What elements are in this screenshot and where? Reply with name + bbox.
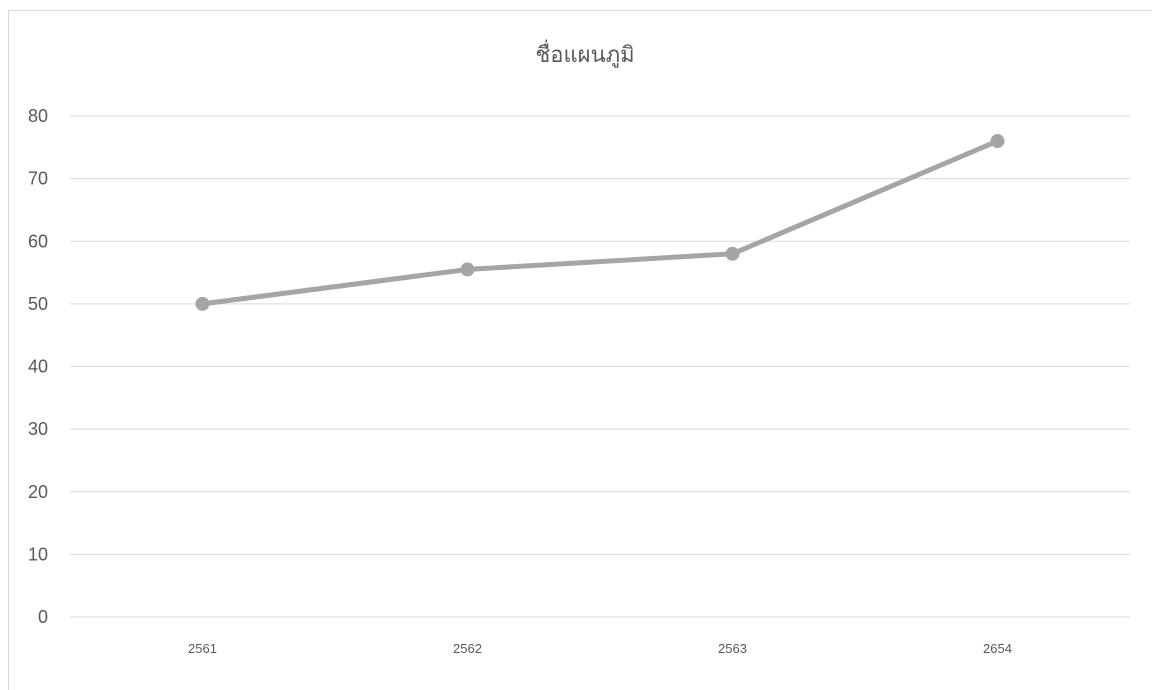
y-tick-label: 80 (28, 106, 48, 126)
chart-frame (8, 10, 1152, 690)
x-tick-label: 2561 (188, 641, 217, 656)
y-tick-label: 40 (28, 357, 48, 377)
series-line (200, 138, 1000, 307)
data-point-2563 (725, 246, 740, 261)
x-tick-label: 2654 (983, 641, 1012, 656)
y-tick-label: 30 (28, 419, 48, 439)
chart-title: ชื่อแผนภูมิ (535, 39, 634, 68)
y-tick-label: 50 (28, 294, 48, 314)
series (195, 134, 1005, 311)
y-tick-label: 60 (28, 231, 48, 251)
y-tick-label: 10 (28, 544, 48, 564)
x-tick-label: 2562 (453, 641, 482, 656)
data-point-2562 (460, 262, 475, 277)
data-point-2561 (195, 296, 210, 311)
data-point-2654 (990, 134, 1005, 149)
y-tick-label: 0 (38, 607, 48, 627)
y-axis-ticks: 0 10 20 30 40 50 60 70 80 (28, 106, 48, 627)
y-tick-label: 20 (28, 482, 48, 502)
x-axis-ticks: 2561 2562 2563 2654 (188, 641, 1012, 656)
gridlines (70, 115, 1130, 618)
x-tick-label: 2563 (718, 641, 747, 656)
y-tick-label: 70 (28, 169, 48, 189)
